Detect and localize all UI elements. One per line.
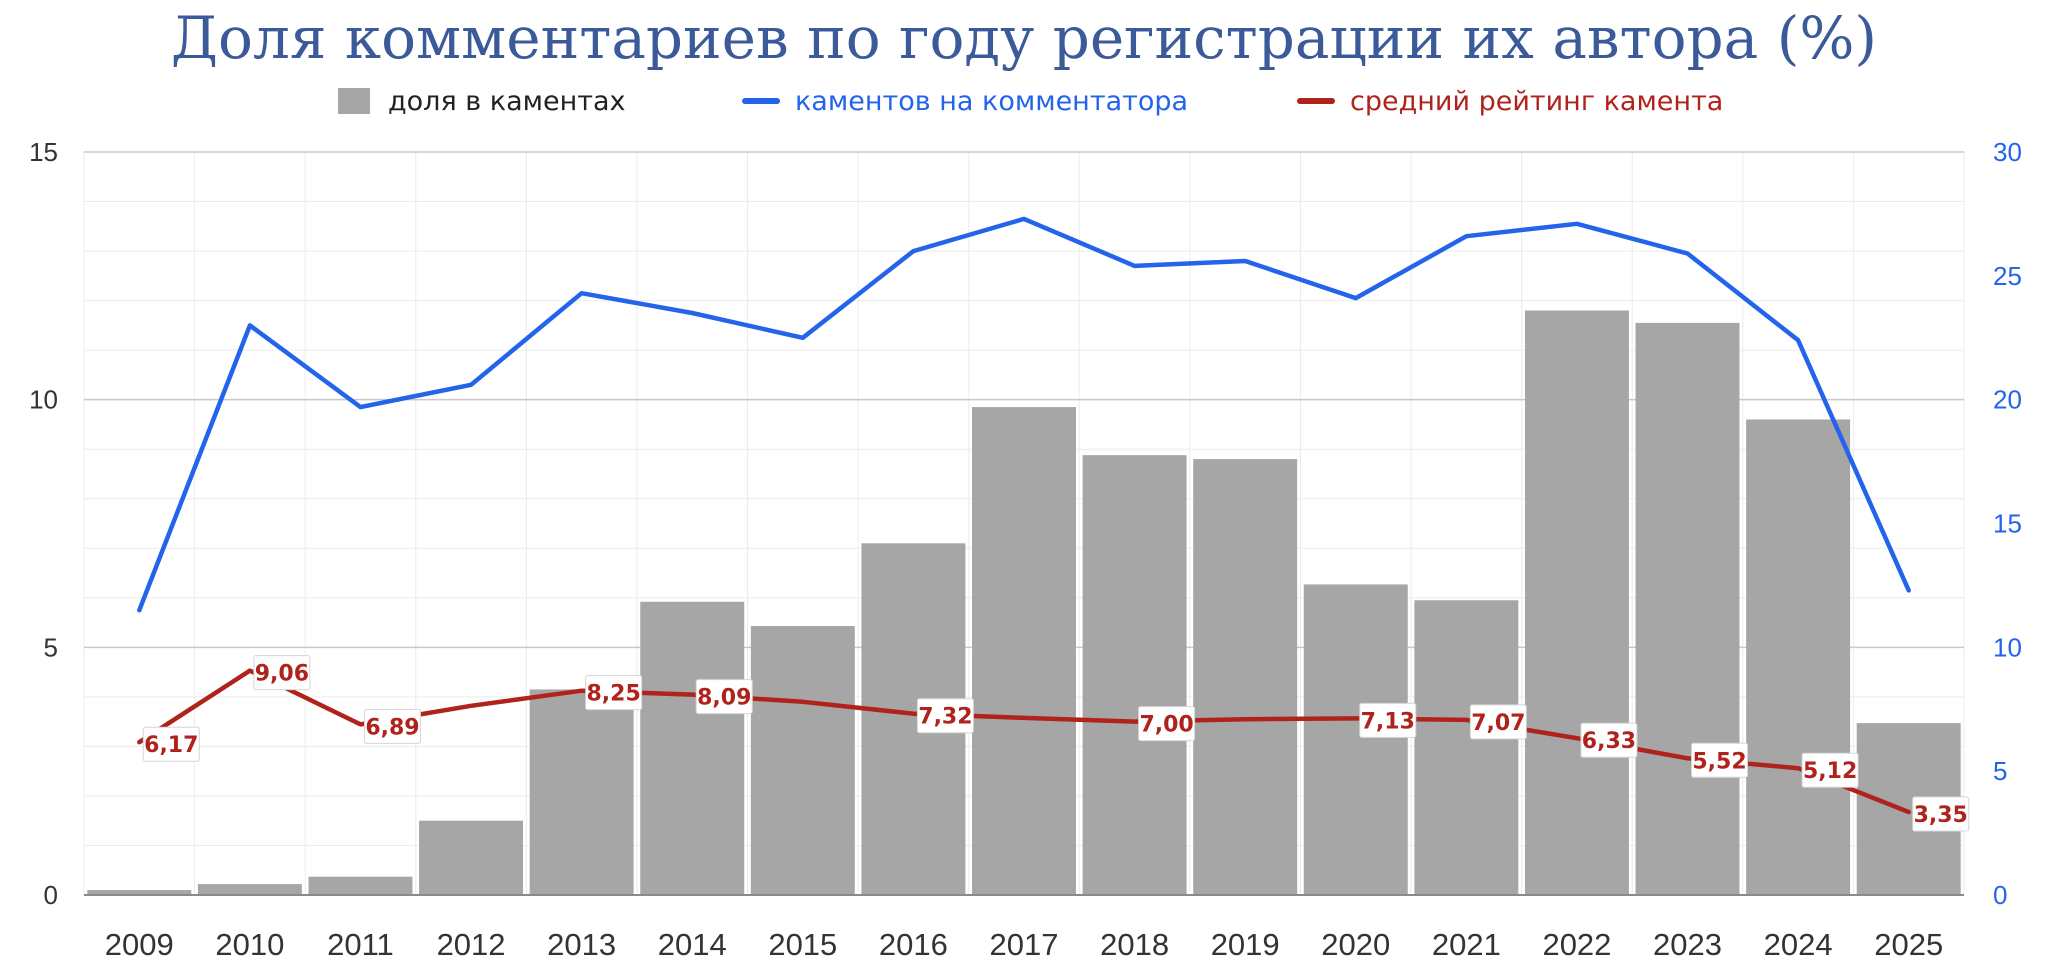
bar (419, 820, 524, 895)
data-label-box (1912, 796, 1970, 832)
x-tick-label: 2018 (1100, 927, 1169, 962)
bar (529, 689, 634, 895)
y-right-tick-label: 20 (1993, 385, 2022, 415)
data-label: 6,17 (144, 733, 198, 758)
data-label: 6,33 (1582, 729, 1636, 754)
data-label-box (142, 726, 200, 762)
x-tick-label: 2025 (1874, 927, 1943, 962)
data-label: 7,07 (1471, 711, 1525, 736)
data-label: 5,52 (1692, 749, 1746, 774)
data-label-box (585, 675, 643, 711)
data-label-box (695, 679, 753, 715)
data-label-box (253, 655, 311, 691)
y-right-tick-label: 30 (1993, 137, 2022, 167)
x-tick-label: 2022 (1542, 927, 1611, 962)
legend-item: каментов на комментатора (742, 86, 1188, 117)
y-left-tick-label: 5 (44, 632, 58, 662)
x-tick-label: 2014 (658, 927, 727, 962)
bar (1082, 455, 1187, 895)
data-label-box (1359, 702, 1417, 738)
bar (1193, 459, 1298, 895)
y-axis-right: 0 5 10 15 20 25 30 (1993, 137, 2022, 910)
data-label-box (363, 708, 421, 744)
bar (1414, 600, 1519, 895)
x-tick-label: 2012 (437, 927, 506, 962)
x-tick-label: 2010 (215, 927, 284, 962)
x-tick-label: 2024 (1764, 927, 1833, 962)
y-right-tick-label: 5 (1993, 756, 2007, 786)
data-label: 7,00 (1139, 713, 1193, 738)
legend-swatch-bar (338, 88, 370, 114)
legend-label: каментов на комментатора (795, 86, 1188, 117)
x-tick-label: 2013 (547, 927, 616, 962)
bar (640, 601, 745, 895)
bar (1746, 419, 1851, 895)
data-label: 8,25 (587, 682, 641, 707)
bar (1303, 584, 1408, 895)
data-label-box (1580, 722, 1638, 758)
data-label-box (1801, 752, 1859, 788)
data-label: 9,06 (255, 662, 309, 687)
y-right-tick-label: 15 (1993, 509, 2022, 539)
line-series-blue (137, 216, 1911, 613)
y-left-tick-label: 10 (29, 385, 58, 415)
y-right-tick-label: 25 (1993, 261, 2022, 291)
bar (1635, 322, 1740, 895)
bar (87, 890, 192, 895)
x-tick-label: 2011 (327, 927, 394, 962)
x-tick-label: 2019 (1211, 927, 1280, 962)
data-label: 7,13 (1361, 709, 1415, 734)
data-label-box (1138, 706, 1196, 742)
x-tick-label: 2017 (990, 927, 1059, 962)
chart-title: Доля комментариев по году регистрации их… (170, 4, 1878, 72)
bar (972, 407, 1076, 895)
x-axis: 2009 2010 2011 2012 2013 2014 2015 2016 2017 2018… (105, 927, 1943, 962)
y-left-tick-label: 0 (44, 880, 58, 910)
x-tick-label: 2023 (1653, 927, 1722, 962)
bar (750, 626, 855, 895)
bar (308, 876, 413, 895)
legend-item: доля в каментах (338, 86, 626, 117)
y-axis-left: 0 5 10 15 (29, 137, 58, 910)
x-tick-label: 2009 (105, 927, 174, 962)
y-right-tick-label: 10 (1993, 632, 2022, 662)
legend-label: доля в каментах (388, 86, 626, 117)
data-label-box (1469, 704, 1527, 740)
data-label: 7,32 (918, 705, 972, 730)
x-tick-label: 2020 (1321, 927, 1390, 962)
data-label: 6,89 (365, 715, 419, 740)
bar (197, 884, 302, 895)
x-tick-label: 2021 (1432, 927, 1501, 962)
data-labels: 6,17 9,06 6,89 8,25 8,09 7,32 7,00 7,13 7,07 6,33… (142, 655, 1970, 832)
data-label-box (1691, 742, 1749, 778)
y-left-tick-label: 15 (29, 137, 58, 167)
data-label: 8,09 (697, 686, 751, 711)
series-line (137, 216, 1911, 613)
legend: доля в каментах каментов на комментатора с… (338, 86, 1723, 117)
legend-item: средний рейтинг камента (1297, 86, 1723, 117)
x-tick-label: 2015 (768, 927, 837, 962)
y-right-tick-label: 0 (1993, 880, 2007, 910)
bar-series (87, 310, 1961, 895)
x-tick-label: 2016 (879, 927, 948, 962)
data-label-box (916, 698, 974, 734)
legend-label: средний рейтинг камента (1350, 86, 1723, 117)
bar (1524, 310, 1629, 895)
data-label: 3,35 (1914, 803, 1968, 828)
data-label: 5,12 (1803, 759, 1857, 784)
